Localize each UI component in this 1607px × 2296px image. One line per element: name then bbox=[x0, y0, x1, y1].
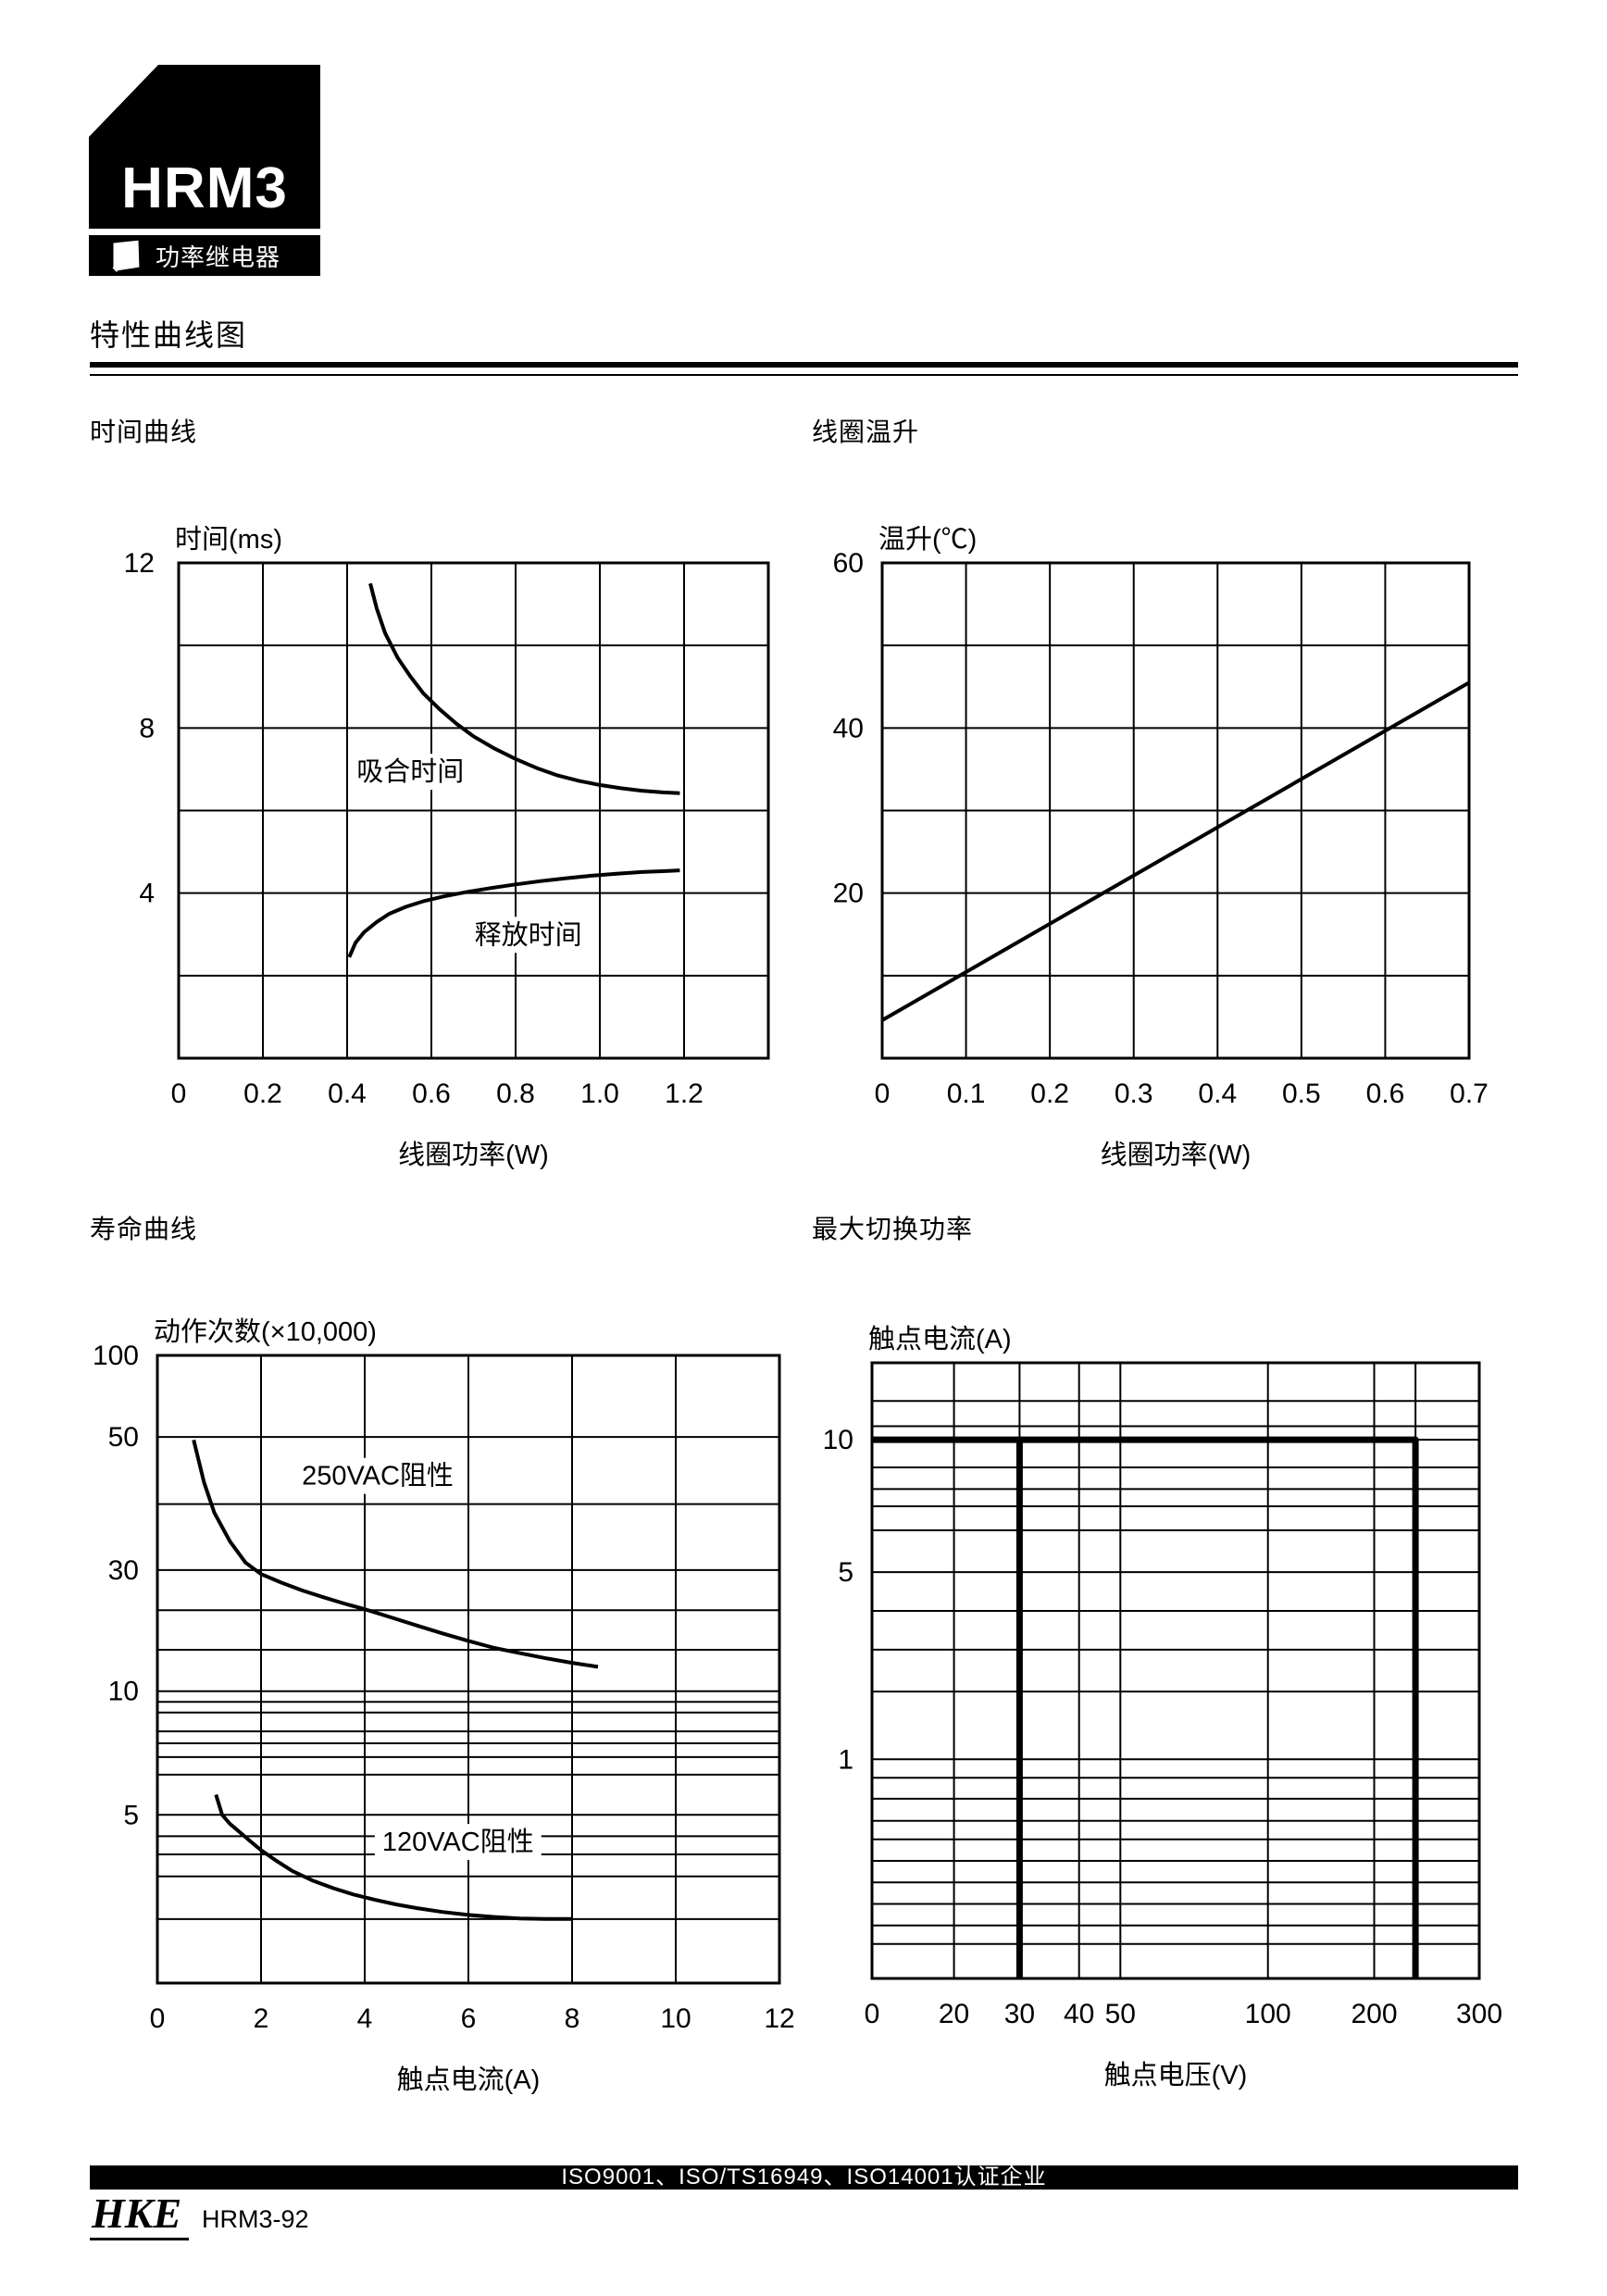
curve-label-bg bbox=[374, 1824, 542, 1861]
x-tick-label: 300 bbox=[1456, 1999, 1502, 2029]
plot-border bbox=[177, 561, 770, 1060]
x-tick-label: 0.7 bbox=[1450, 1079, 1489, 1109]
y-tick-label: 100 bbox=[93, 1341, 139, 1371]
x-tick-label: 0 bbox=[875, 1079, 891, 1109]
release-time-curve bbox=[347, 868, 680, 958]
x-tick-label: 0.5 bbox=[1282, 1079, 1321, 1109]
x-tick-label: 2 bbox=[254, 2003, 269, 2034]
y-tick-label: 12 bbox=[124, 548, 155, 579]
x-tick-label: 0.1 bbox=[947, 1079, 986, 1109]
title-rule-thin bbox=[90, 374, 1518, 376]
curve-label-bg bbox=[294, 1457, 461, 1494]
operate-time-curve bbox=[368, 582, 680, 795]
x-tick-label: 4 bbox=[357, 2003, 373, 2034]
coil-temperature-rise-svg: 0 0.1 0.2 0.3 0.4 0.5 0.6 0.7 60 40 20 温升(℃) 线圈功率(W) bbox=[833, 525, 1489, 1170]
section-title-time-curve: 时间曲线 bbox=[90, 418, 198, 446]
x-axis-title: 线圈功率(W) bbox=[1101, 1140, 1252, 1170]
curve-label: 吸合时间 bbox=[356, 756, 464, 787]
y-tick-label: 20 bbox=[833, 879, 864, 909]
x-axis-title: 触点电流(A) bbox=[397, 2065, 541, 2095]
x-tick-label: 0.6 bbox=[1366, 1079, 1405, 1109]
x-tick-label: 200 bbox=[1351, 1999, 1397, 2029]
x-tick-label: 1.2 bbox=[665, 1079, 704, 1109]
hke-brand-logo: HKE bbox=[90, 2192, 190, 2240]
product-badge-label: 功率继电器 bbox=[156, 243, 281, 271]
section-title-life-curve: 寿命曲线 bbox=[90, 1215, 198, 1243]
life-curve-chart: 250VAC阻性 120VAC阻性 0 2 4 6 8 10 12 100 50 30 10 5 动作次数(… bbox=[23, 1277, 852, 2119]
product-badge: 功率继电器 bbox=[89, 235, 320, 276]
hrm3-logo: HRM3 bbox=[89, 65, 320, 229]
x-tick-label: 0.3 bbox=[1115, 1079, 1153, 1109]
grid bbox=[157, 1355, 779, 1983]
y-tick-label: 50 bbox=[108, 1422, 139, 1453]
y-tick-label: 40 bbox=[833, 713, 864, 743]
document-code: HRM3-92 bbox=[202, 2205, 309, 2233]
curve-label: 250VAC阻性 bbox=[302, 1461, 454, 1491]
logo-text: HRM3 bbox=[121, 156, 288, 220]
section-title-coil-temp-rise: 线圈温升 bbox=[812, 418, 920, 446]
y-tick-label: 30 bbox=[108, 1555, 139, 1586]
curve-label-bg bbox=[467, 917, 590, 954]
y-axis-title: 触点电流(A) bbox=[868, 1324, 1012, 1354]
y-tick-label: 5 bbox=[838, 1557, 853, 1588]
x-tick-label: 40 bbox=[1064, 1999, 1094, 2029]
x-tick-label: 0 bbox=[171, 1079, 187, 1109]
coil-temperature-rise-chart: 0 0.1 0.2 0.3 0.4 0.5 0.6 0.7 60 40 20 温升(℃) 线圈功率(W) bbox=[748, 484, 1541, 1194]
y-tick-label: 10 bbox=[823, 1425, 853, 1455]
x-tick-label: 0.4 bbox=[328, 1079, 367, 1109]
x-tick-label: 20 bbox=[939, 1999, 969, 2029]
x-axis-title: 线圈功率(W) bbox=[398, 1140, 549, 1170]
life-curve-svg: 250VAC阻性 120VAC阻性 0 2 4 6 8 10 12 100 50 30 10 5 动作次数(… bbox=[93, 1316, 795, 2095]
x-tick-label: 0 bbox=[150, 2003, 166, 2034]
page-title: 特性曲线图 bbox=[90, 318, 248, 352]
x-tick-label: 8 bbox=[565, 2003, 580, 2034]
250vac-resistive-curve bbox=[192, 1439, 599, 1669]
plot-border bbox=[156, 1354, 781, 1985]
y-axis-title: 动作次数(×10,000) bbox=[154, 1316, 377, 1347]
x-tick-label: 10 bbox=[660, 2003, 691, 2034]
title-rule-thick bbox=[90, 362, 1518, 368]
x-axis-title: 触点电压(V) bbox=[1104, 2060, 1248, 2090]
x-tick-label: 0.6 bbox=[412, 1079, 451, 1109]
y-tick-label: 60 bbox=[833, 548, 864, 579]
y-tick-label: 1 bbox=[838, 1744, 853, 1775]
grid bbox=[179, 563, 768, 1058]
x-tick-label: 100 bbox=[1245, 1999, 1291, 2029]
x-tick-label: 0.4 bbox=[1198, 1079, 1237, 1109]
x-tick-label: 12 bbox=[764, 2003, 794, 2034]
grid bbox=[882, 563, 1469, 1058]
curve-label: 释放时间 bbox=[475, 919, 582, 950]
x-tick-label: 0.8 bbox=[496, 1079, 535, 1109]
y-tick-label: 8 bbox=[139, 713, 155, 743]
time-curve-chart: 吸合时间释放时间 0 0.2 0.4 0.6 0.8 1.0 1.2 12 8 4 时间(ms) 线圈功… bbox=[44, 484, 841, 1194]
y-tick-label: 5 bbox=[123, 1800, 139, 1830]
curve-label: 120VAC阻性 bbox=[382, 1827, 534, 1857]
x-tick-label: 0.2 bbox=[1030, 1079, 1069, 1109]
ac-limit-step-line bbox=[872, 1436, 1419, 1978]
plot-border bbox=[870, 1361, 1481, 1980]
x-tick-label: 0 bbox=[865, 1999, 880, 2029]
grid bbox=[872, 1363, 1479, 1978]
certification-bar: ISO9001、ISO/TS16949、ISO14001认证企业 bbox=[90, 2165, 1518, 2190]
y-tick-label: 4 bbox=[139, 879, 155, 909]
temperature-rise-line bbox=[881, 680, 1470, 1022]
x-tick-label: 50 bbox=[1105, 1999, 1136, 2029]
y-tick-label: 10 bbox=[108, 1677, 139, 1707]
curve-label-bg bbox=[349, 754, 472, 791]
max-switching-power-svg: 0 20 30 40 50 100 200 300 10 5 1 触点电流(A) 触点电压(V) bbox=[823, 1324, 1502, 2090]
x-tick-label: 0.2 bbox=[243, 1079, 282, 1109]
section-title-max-switching-power: 最大切换功率 bbox=[812, 1215, 974, 1243]
y-axis-title: 温升(℃) bbox=[878, 525, 977, 555]
plot-border bbox=[880, 561, 1471, 1060]
book-icon bbox=[112, 240, 140, 272]
120vac-resistive-curve bbox=[214, 1793, 572, 1921]
y-axis-title: 时间(ms) bbox=[175, 524, 282, 555]
max-switching-power-chart: 0 20 30 40 50 100 200 300 10 5 1 触点电流(A) 触点电压(V) bbox=[738, 1284, 1551, 2115]
x-tick-label: 30 bbox=[1004, 1999, 1035, 2029]
x-tick-label: 6 bbox=[461, 2003, 477, 2034]
x-tick-label: 1.0 bbox=[580, 1079, 619, 1109]
